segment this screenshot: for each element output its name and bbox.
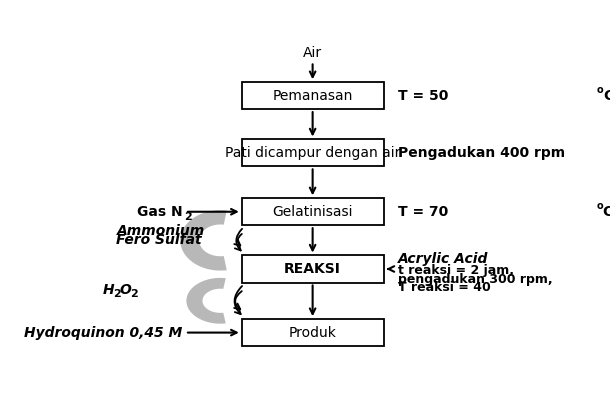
Text: Pati dicampur dengan air: Pati dicampur dengan air <box>225 146 400 160</box>
Text: Fero Sulfat: Fero Sulfat <box>117 233 202 247</box>
Text: o: o <box>597 85 603 95</box>
FancyBboxPatch shape <box>242 256 384 282</box>
Text: O: O <box>120 282 131 297</box>
Text: 2: 2 <box>130 290 137 299</box>
FancyBboxPatch shape <box>242 140 384 166</box>
Text: Acrylic Acid: Acrylic Acid <box>398 252 488 266</box>
Text: T reaksi = 40: T reaksi = 40 <box>398 281 490 294</box>
Polygon shape <box>181 210 227 271</box>
Polygon shape <box>187 278 226 324</box>
Text: Produk: Produk <box>289 325 337 339</box>
Text: Air: Air <box>303 46 322 60</box>
FancyBboxPatch shape <box>242 198 384 225</box>
FancyBboxPatch shape <box>242 319 384 346</box>
Text: Gelatinisasi: Gelatinisasi <box>273 205 353 219</box>
Text: Gas N: Gas N <box>137 205 182 219</box>
Text: Ammonium: Ammonium <box>117 224 205 238</box>
Text: 2: 2 <box>184 212 192 223</box>
Text: H: H <box>102 282 114 297</box>
Text: o: o <box>597 201 603 211</box>
FancyBboxPatch shape <box>242 82 384 109</box>
Text: Pemanasan: Pemanasan <box>273 89 353 103</box>
Text: Hydroquinon 0,45 M: Hydroquinon 0,45 M <box>24 325 182 339</box>
Text: T = 50: T = 50 <box>398 89 448 103</box>
Text: T = 70: T = 70 <box>398 205 448 219</box>
Text: C, t = 25 menit: C, t = 25 menit <box>603 205 610 219</box>
Text: 2: 2 <box>113 290 120 299</box>
Text: C: C <box>603 89 610 103</box>
Text: t reaksi = 2 jam,: t reaksi = 2 jam, <box>398 264 514 277</box>
Text: pengadukan 300 rpm,: pengadukan 300 rpm, <box>398 273 552 286</box>
Text: REAKSI: REAKSI <box>284 262 341 276</box>
Text: Pengadukan 400 rpm: Pengadukan 400 rpm <box>398 146 565 160</box>
